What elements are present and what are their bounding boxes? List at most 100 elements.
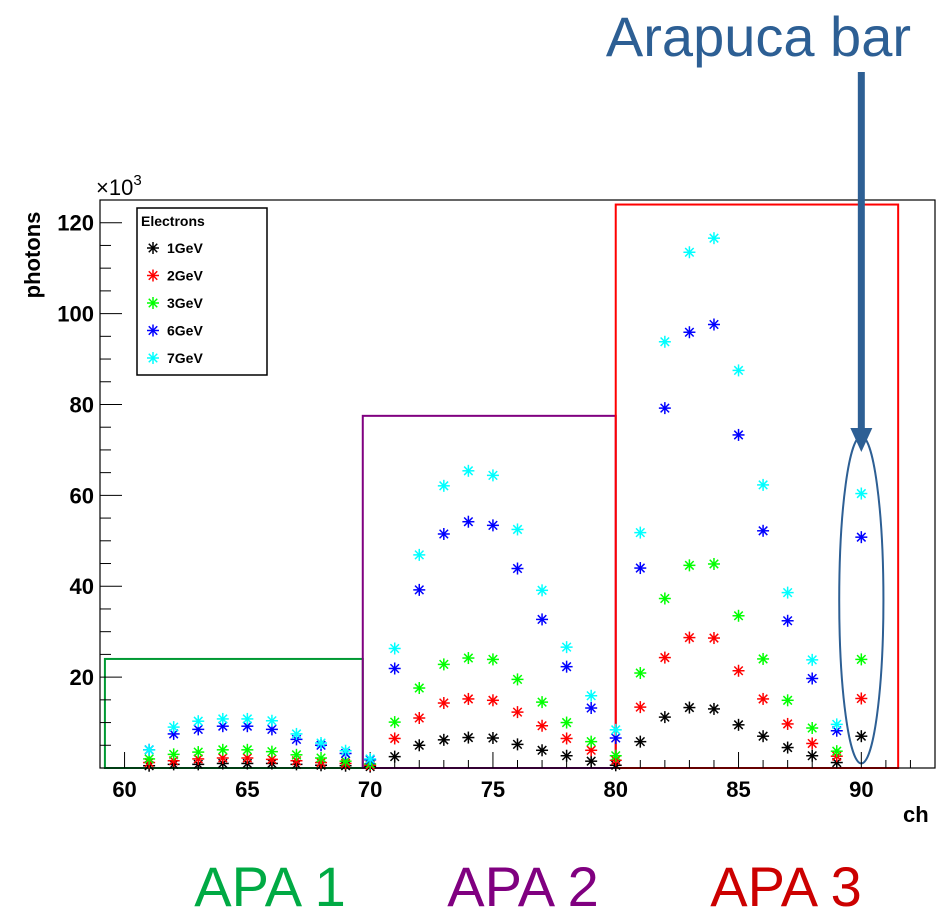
data-point	[511, 738, 524, 751]
legend-label: 1GeV	[167, 240, 203, 256]
data-point	[560, 732, 573, 745]
data-point	[167, 748, 180, 761]
data-point	[364, 752, 377, 765]
y-tick-label: 20	[70, 665, 94, 690]
data-point	[732, 609, 745, 622]
apa-box-2	[361, 414, 617, 769]
data-point	[315, 752, 328, 765]
legend: Electrons 1GeV 2GeV 3GeV 6GeV 7GeV	[136, 207, 268, 376]
data-point	[658, 335, 671, 348]
y-tick-label: 80	[70, 392, 94, 417]
data-point	[855, 653, 868, 666]
data-point	[634, 562, 647, 575]
group-label-apa-2: APA 2	[447, 855, 599, 912]
data-point	[658, 402, 671, 415]
data-point	[511, 673, 524, 686]
y-axis-title: photons	[20, 212, 45, 299]
data-point	[707, 318, 720, 331]
data-points	[143, 232, 868, 773]
data-point	[585, 702, 598, 715]
data-point	[781, 741, 794, 754]
x-tick-label: 90	[849, 777, 873, 802]
data-point	[462, 731, 475, 744]
data-point	[585, 689, 598, 702]
data-point	[241, 712, 254, 725]
data-point	[290, 727, 303, 740]
legend-marker	[147, 324, 159, 337]
data-point	[413, 712, 426, 725]
highlight-ellipse	[838, 435, 885, 765]
data-point	[781, 694, 794, 707]
data-point	[806, 722, 819, 735]
legend-label: 2GeV	[167, 268, 203, 284]
group-label-apa-3: APA 3	[710, 855, 862, 912]
y-tick-label: 120	[57, 211, 94, 236]
data-point	[806, 672, 819, 685]
data-point	[216, 743, 229, 756]
data-point	[413, 682, 426, 695]
data-point	[560, 660, 573, 673]
x-tick-label: 75	[481, 777, 505, 802]
data-point	[388, 750, 401, 763]
data-point	[462, 692, 475, 705]
data-point	[732, 664, 745, 677]
x-tick-label: 70	[358, 777, 382, 802]
data-point	[781, 614, 794, 627]
data-point	[511, 523, 524, 536]
data-point	[437, 697, 450, 710]
data-point	[265, 745, 278, 758]
legend-label: 6GeV	[167, 323, 203, 339]
legend-marker	[147, 297, 159, 309]
data-point	[560, 749, 573, 762]
legend-marker	[147, 352, 159, 364]
data-point	[732, 428, 745, 441]
data-point	[413, 583, 426, 596]
data-point	[511, 562, 524, 575]
series-3GeV	[143, 557, 868, 770]
data-point	[437, 479, 450, 492]
apa-box-3	[614, 203, 900, 769]
data-point	[388, 642, 401, 655]
data-point	[536, 584, 549, 597]
data-point	[315, 737, 328, 750]
data-point	[658, 711, 671, 724]
y-tick-label: 60	[70, 483, 94, 508]
data-point	[290, 748, 303, 761]
data-point	[462, 515, 475, 528]
axis-ticks: 60 65 70 75 80 85 90 20 40 60 80 100 120	[57, 211, 911, 802]
data-point	[536, 696, 549, 709]
data-point	[265, 714, 278, 727]
data-point	[143, 743, 156, 756]
data-point	[536, 744, 549, 757]
data-point	[683, 631, 696, 644]
data-point	[585, 755, 598, 768]
legend-marker	[147, 269, 159, 282]
data-point	[609, 723, 622, 736]
data-point	[806, 737, 819, 750]
y-tick-label: 100	[57, 302, 94, 327]
y-scale-exponent: 3	[133, 172, 141, 189]
data-point	[339, 744, 352, 757]
data-point	[830, 745, 843, 758]
data-point	[511, 706, 524, 719]
data-point	[462, 464, 475, 477]
data-point	[707, 232, 720, 245]
data-point	[437, 527, 450, 540]
x-axis-title: ch	[903, 802, 929, 827]
data-point	[437, 658, 450, 671]
data-point	[732, 364, 745, 377]
data-point	[413, 739, 426, 752]
data-point	[732, 718, 745, 731]
data-point	[241, 752, 254, 765]
data-point	[707, 632, 720, 645]
y-scale-label: ×103	[96, 172, 142, 200]
data-point	[192, 723, 205, 736]
data-point	[388, 732, 401, 745]
y-tick-label: 40	[70, 574, 94, 599]
data-point	[781, 586, 794, 599]
data-point	[486, 469, 499, 482]
data-point	[388, 716, 401, 729]
data-point	[683, 559, 696, 572]
data-point	[486, 519, 499, 532]
data-point	[707, 557, 720, 570]
